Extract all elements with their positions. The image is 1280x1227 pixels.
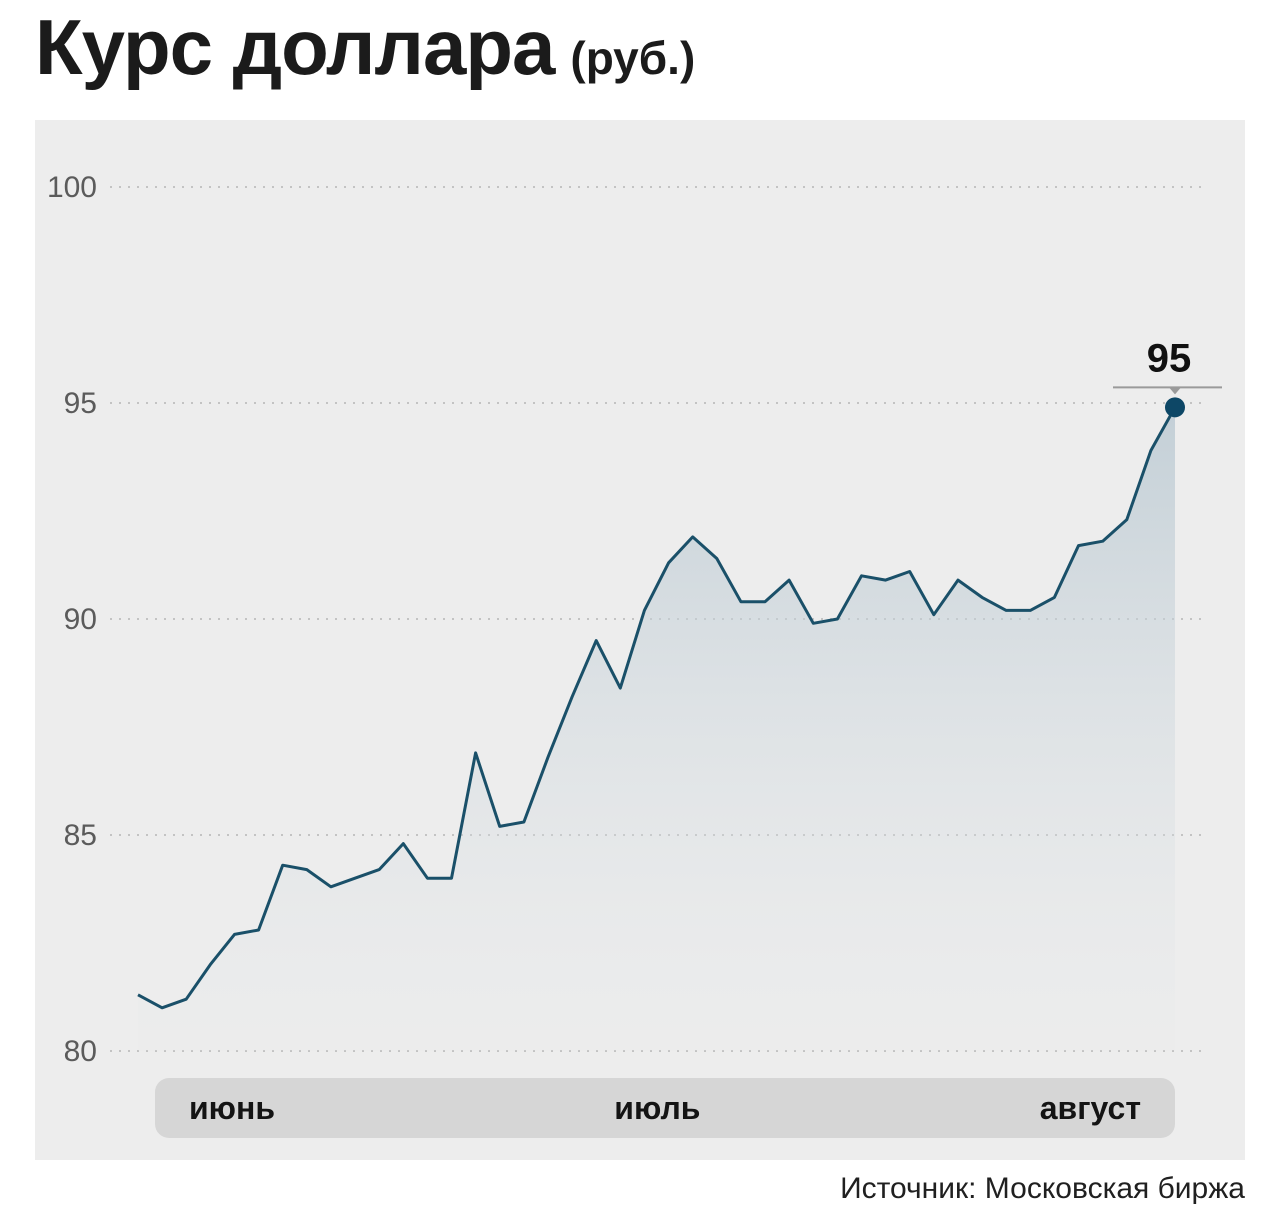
x-axis-label-july: июль	[614, 1089, 701, 1126]
y-tick-label: 80	[64, 1035, 97, 1068]
y-tick-label: 95	[64, 387, 97, 420]
x-axis-label-august: август	[1039, 1089, 1141, 1126]
source-caption: Источник: Московская биржа	[840, 1172, 1245, 1205]
chart-panel: 100 95 90 85 80 95 июнь июль август	[35, 120, 1245, 1160]
chart-title: Курс доллара	[35, 3, 555, 91]
y-tick-label: 85	[64, 819, 97, 852]
price-line	[137, 406, 1177, 1010]
chart-title-unit: (руб.)	[570, 32, 696, 84]
end-value-label: 95	[1147, 336, 1192, 380]
area-fill	[138, 407, 1175, 1051]
x-axis-band: июнь июль август	[155, 1078, 1175, 1138]
y-tick-label: 90	[64, 603, 97, 636]
x-axis-label-june: июнь	[189, 1089, 275, 1126]
y-tick-label: 100	[47, 171, 97, 204]
callout-arrow-icon	[1169, 387, 1181, 395]
chart-svg: 100 95 90 85 80 95	[47, 171, 1222, 1068]
end-dot	[1165, 397, 1185, 418]
page-title: Курс доллара (руб.)	[35, 2, 695, 93]
